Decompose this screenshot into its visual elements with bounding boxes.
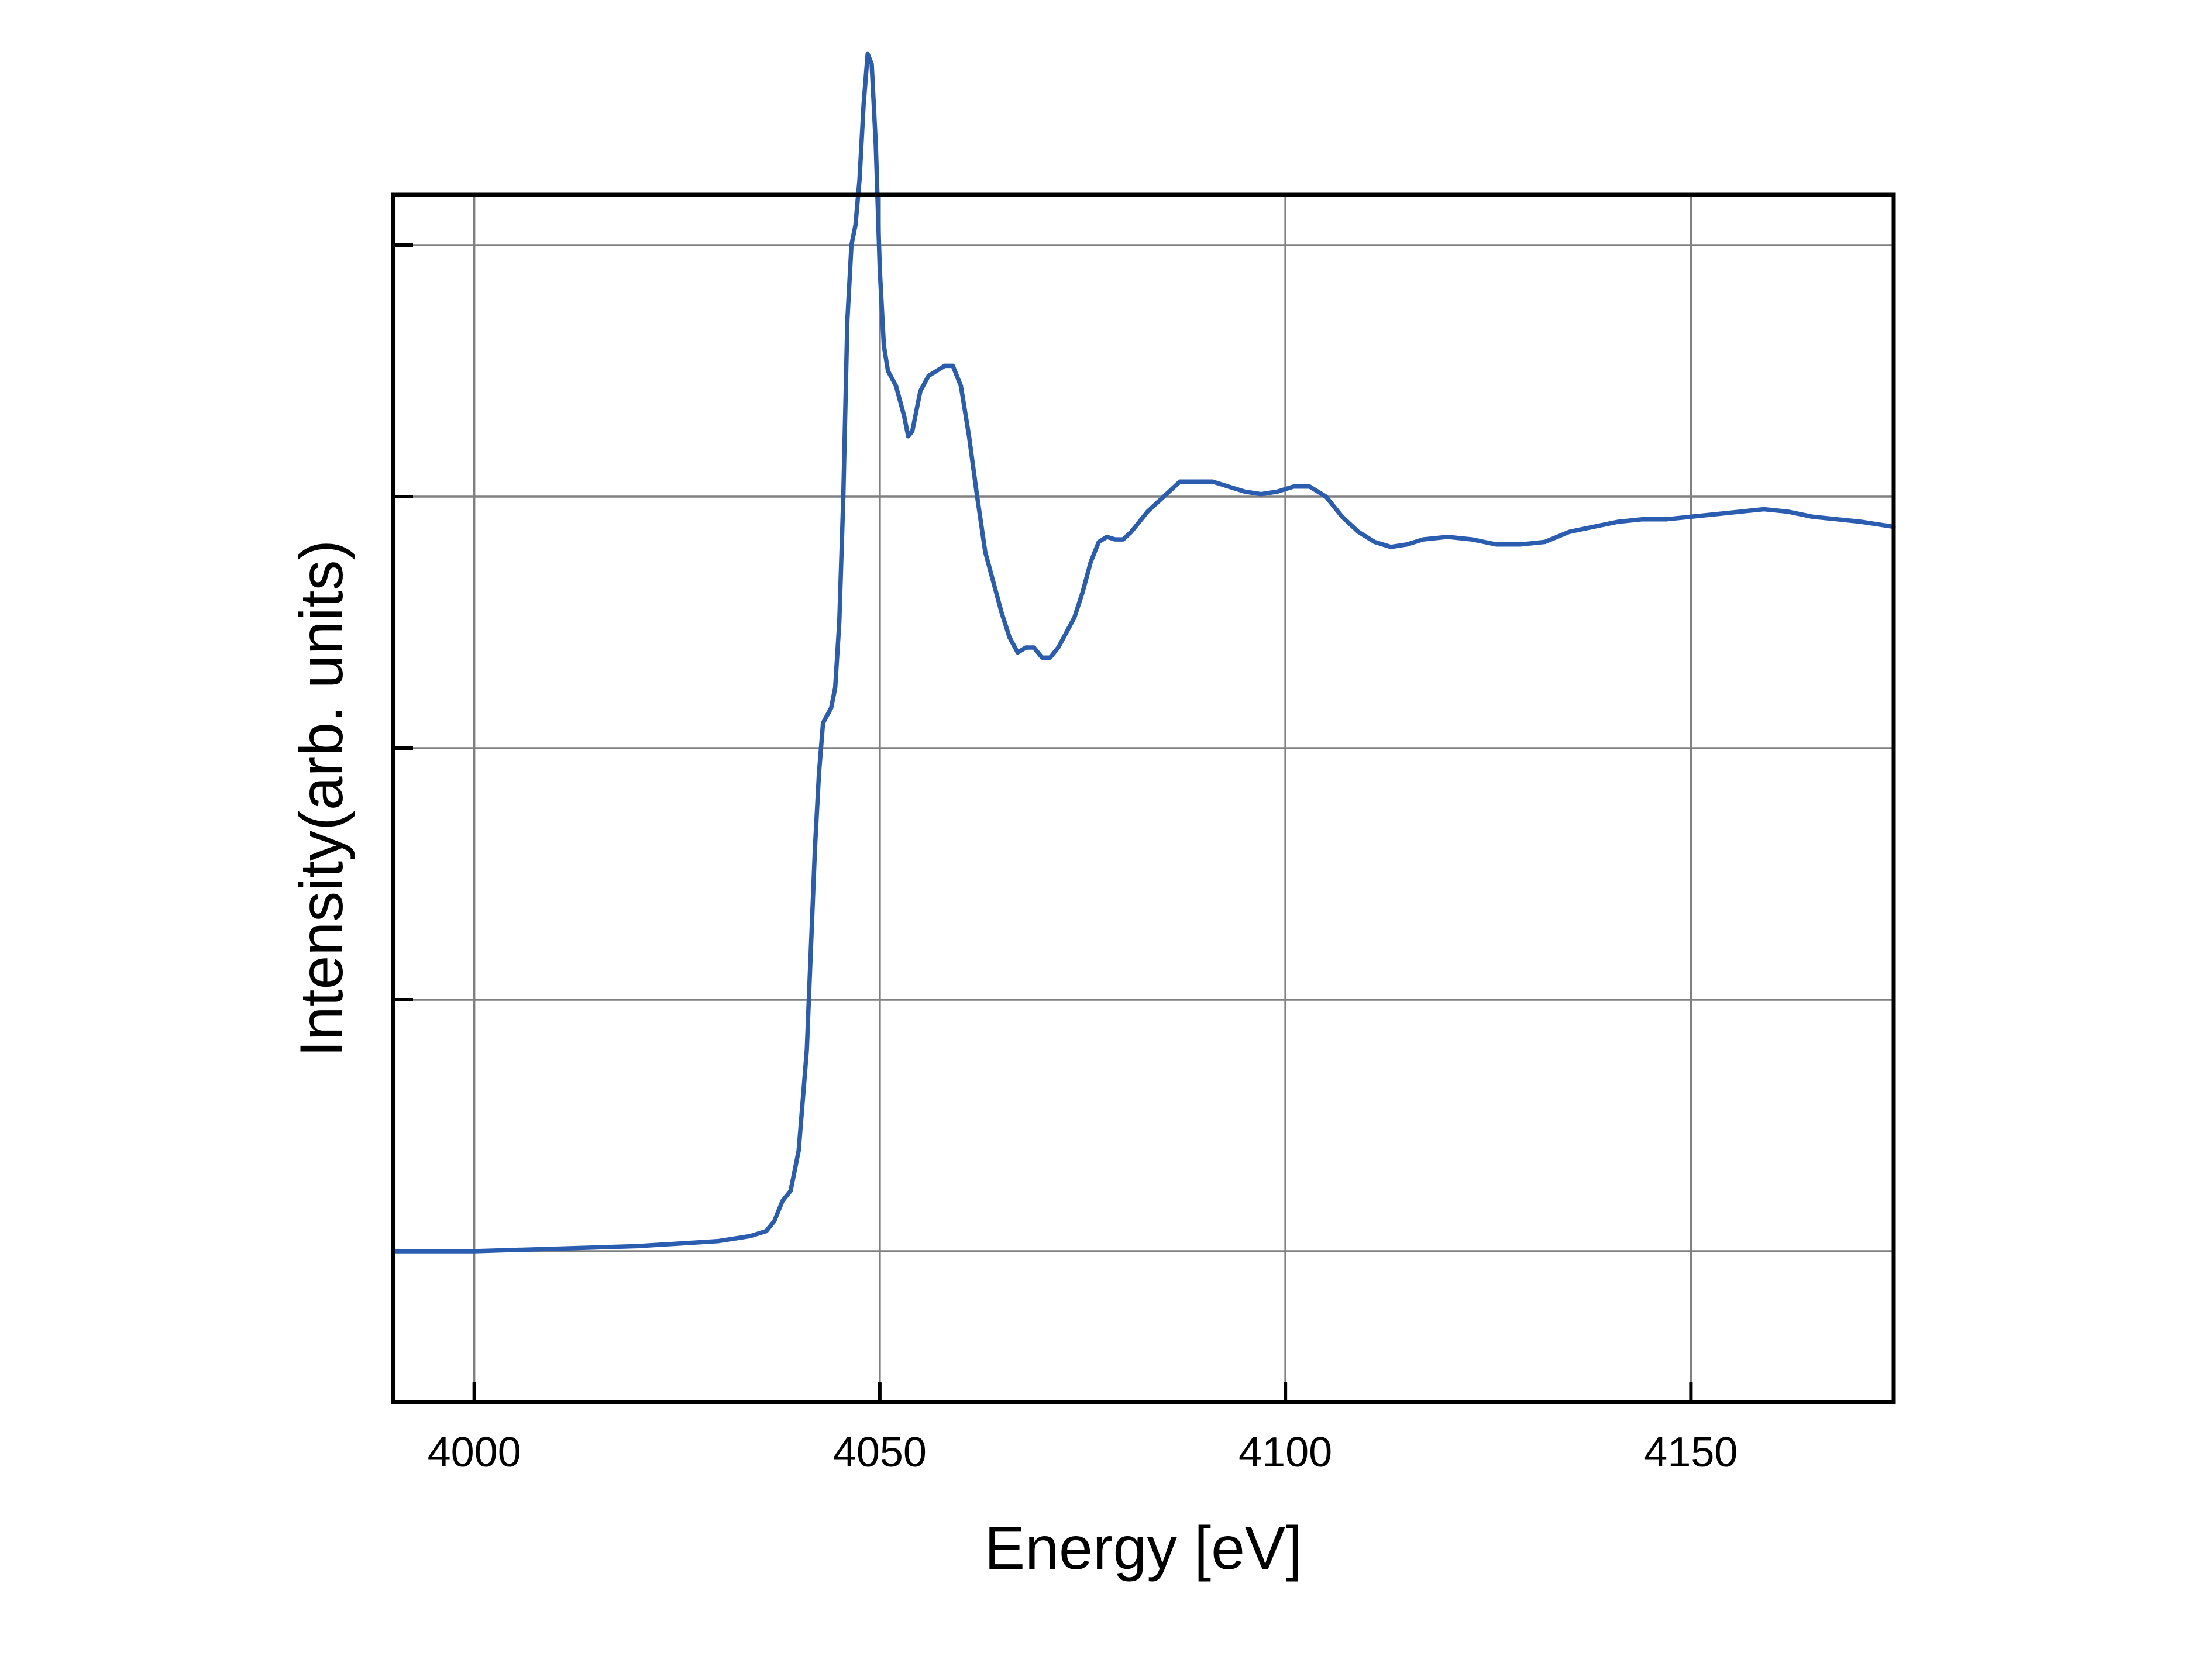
grid-layer (393, 195, 1894, 1402)
series-layer (391, 51, 1896, 1254)
x-tick-label: 4150 (1644, 1429, 1738, 1476)
tick-labels-layer: 4000 4050 4100 4150 (428, 1429, 1738, 1476)
plot-frame (391, 192, 1896, 1404)
y-axis-title: Intensity(arb. units) (288, 540, 356, 1057)
x-tick-label: 4000 (428, 1429, 521, 1476)
x-tick-label: 4050 (833, 1429, 927, 1476)
x-axis-title: Energy [eV] (985, 1514, 1302, 1582)
series-line (391, 51, 1896, 1254)
x-tick-label: 4100 (1238, 1429, 1332, 1476)
